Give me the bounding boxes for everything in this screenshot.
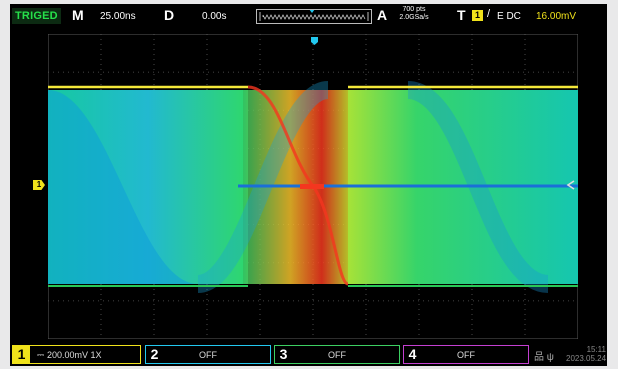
channel-3-box[interactable]: 3 OFF <box>274 345 400 364</box>
trigger-coupling[interactable]: E DC <box>497 11 521 22</box>
delay-label[interactable]: D <box>164 7 175 23</box>
system-clock: 15:11 2023.05.24 <box>566 345 606 363</box>
channel-3-number: 3 <box>279 346 288 362</box>
trigger-status: TRIGED <box>12 8 61 24</box>
top-status-bar: TRIGED M 25.00ns D 0.00s A 700 pts 2.0GS… <box>10 4 607 28</box>
system-icons: 品 ψ <box>534 348 560 363</box>
timebase-label[interactable]: M <box>72 7 84 23</box>
channel-1-scale: 200.00mV 1X <box>47 350 102 360</box>
channel-2-state: OFF <box>199 350 217 360</box>
dc-coupling-icon: ⎓ <box>37 350 45 360</box>
trigger-source-badge[interactable]: 1 <box>472 10 483 21</box>
channel-bar: 1 ⎓ 200.00mV 1X 2 OFF 3 OFF 4 OFF 品 ψ 15… <box>10 344 607 366</box>
channel-4-number: 4 <box>408 346 417 362</box>
trigger-level-arrow-icon[interactable] <box>566 180 575 190</box>
delay-value[interactable]: 0.00s <box>202 11 227 22</box>
acquire-info[interactable]: 700 pts 2.0GSa/s <box>396 6 432 22</box>
trace-crossover <box>300 184 324 189</box>
channel-2-box[interactable]: 2 OFF <box>145 345 271 364</box>
usb-icon: ψ <box>546 352 554 363</box>
timebase-value[interactable]: 25.00ns <box>100 11 136 22</box>
waveform-trace <box>48 81 578 293</box>
acquire-rate: 2.0GSa/s <box>399 14 429 21</box>
waveform-display[interactable] <box>48 34 578 339</box>
network-icon: 品 <box>534 352 544 363</box>
memory-overview[interactable] <box>256 9 372 24</box>
memory-wave-icon <box>259 9 369 21</box>
clock-date: 2023.05.24 <box>566 354 607 363</box>
clock-time: 15:11 <box>586 345 606 354</box>
channel-4-state: OFF <box>457 350 475 360</box>
acquire-label[interactable]: A <box>377 7 388 23</box>
channel-3-state: OFF <box>328 350 346 360</box>
rising-edge-icon: / <box>487 8 491 20</box>
channel-2-number: 2 <box>150 346 159 362</box>
acquire-points: 700 pts <box>402 6 426 13</box>
scope-screen: TRIGED M 25.00ns D 0.00s A 700 pts 2.0GS… <box>10 4 607 366</box>
ch1-offset-marker[interactable]: 1 <box>33 180 45 190</box>
trigger-level[interactable]: 16.00mV <box>536 11 577 22</box>
trigger-position-marker[interactable] <box>311 37 318 45</box>
trigger-label[interactable]: T <box>457 7 466 23</box>
ch1-offset-label: 1 <box>36 180 42 189</box>
channel-1-box[interactable]: 1 ⎓ 200.00mV 1X <box>12 345 141 364</box>
channel-1-number: 1 <box>13 346 30 363</box>
channel-4-box[interactable]: 4 OFF <box>403 345 529 364</box>
trace-sine-left <box>48 90 198 284</box>
